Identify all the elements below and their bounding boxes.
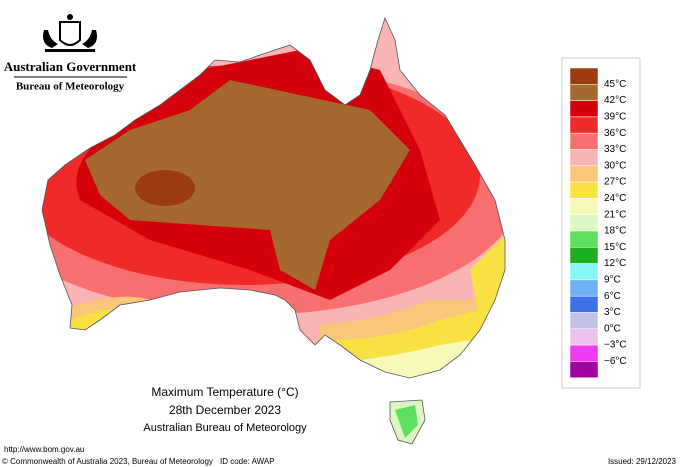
- legend-label: 45°C: [604, 79, 626, 90]
- legend-label: 36°C: [604, 128, 626, 139]
- legend-swatch: [569, 84, 599, 101]
- legend-frame: [561, 57, 641, 389]
- legend-label: 12°C: [604, 258, 626, 269]
- legend-label: 24°C: [604, 193, 626, 204]
- legend-label: 0°C: [604, 323, 621, 334]
- legend-label: 18°C: [604, 226, 626, 237]
- legend-swatch: [569, 181, 599, 199]
- legend-label: 3°C: [604, 307, 621, 318]
- legend-swatch: [569, 247, 599, 264]
- legend-swatch: [569, 67, 599, 85]
- government-title: Australian Government: [4, 59, 137, 74]
- legend-swatch: [569, 263, 599, 281]
- legend-label: 6°C: [604, 291, 621, 302]
- legend-swatch: [569, 132, 599, 150]
- footer-copyright: © Commonwealth of Australia 2023, Bureau…: [2, 457, 213, 466]
- caption-title: Maximum Temperature (°C): [151, 385, 298, 399]
- tasmania-cool: [395, 405, 418, 438]
- caption-date: 28th December 2023: [169, 403, 281, 417]
- footer-id: ID code: AWAP: [220, 457, 275, 466]
- legend-label: 15°C: [604, 242, 626, 253]
- coat-of-arms: [43, 14, 97, 52]
- caption-source: Australian Bureau of Meteorology: [143, 422, 307, 434]
- legend-label: 42°C: [604, 95, 626, 106]
- legend-label: 9°C: [604, 275, 621, 286]
- legend-swatch: [569, 165, 599, 183]
- legend-swatch: [569, 230, 599, 248]
- bureau-title: Bureau of Meteorology: [16, 81, 125, 93]
- legend-swatch: [569, 328, 599, 346]
- legend-swatch: [569, 214, 599, 232]
- legend-label: 27°C: [604, 177, 626, 188]
- legend-swatch: [569, 116, 599, 134]
- legend-swatch: [569, 198, 599, 215]
- legend-swatch: [569, 279, 599, 297]
- legend-swatch: [569, 100, 599, 118]
- legend-label: −6°C: [604, 356, 627, 367]
- legend-label: 33°C: [604, 144, 626, 155]
- legend-swatch: [569, 295, 599, 313]
- legend-label: −3°C: [604, 340, 627, 351]
- legend-label: 30°C: [604, 160, 626, 171]
- legend-swatch: [569, 361, 599, 378]
- legend-label: 39°C: [604, 112, 626, 123]
- legend-swatch: [569, 344, 599, 362]
- legend-swatch: [569, 312, 599, 330]
- footer-url: http://www.bom.gov.au: [4, 445, 84, 454]
- legend-swatch: [569, 149, 599, 167]
- footer-issued: Issued: 29/12/2023: [608, 457, 677, 466]
- legend-label: 21°C: [604, 209, 626, 220]
- legend: 45°C 42°C 39°C 36°C 33°C 30°C 27°C 24°C 21°C 18°C…: [561, 57, 641, 389]
